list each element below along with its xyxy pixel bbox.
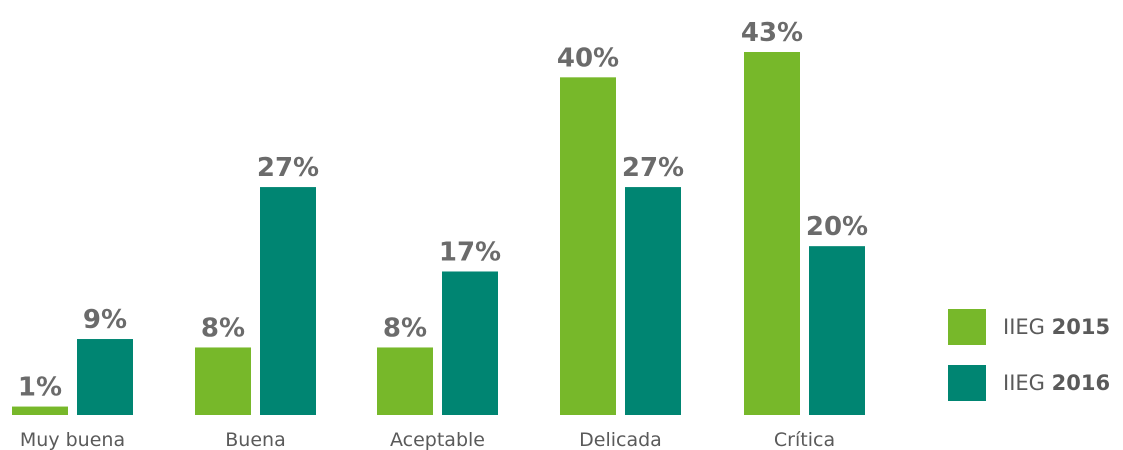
legend-label-2016: IIEG 2016 <box>1003 371 1110 395</box>
bar-2015-4 <box>744 52 800 415</box>
bar-2016-1 <box>260 187 316 415</box>
bar-2016-3 <box>625 187 681 415</box>
bar-2015-0 <box>12 406 68 415</box>
category-label-3: Delicada <box>579 429 662 450</box>
bar-2016-0 <box>77 339 133 415</box>
legend-label-2015: IIEG 2015 <box>1003 315 1110 339</box>
legend-item-2016: IIEG 2016 <box>948 365 1118 401</box>
bar-2015-2 <box>377 347 433 415</box>
bar-2015-3 <box>560 77 616 415</box>
value-label-2016-4: 20% <box>806 212 868 242</box>
category-label-4: Crítica <box>774 429 835 450</box>
value-label-2015-4: 43% <box>741 18 803 48</box>
category-labels-layer: Muy buena Buena Aceptable Delicada Crítica <box>20 429 835 450</box>
legend-swatch-2016 <box>948 365 986 401</box>
bars-layer <box>12 52 865 415</box>
value-label-2015-0: 1% <box>18 373 62 403</box>
category-label-1: Buena <box>225 429 285 450</box>
legend-prefix-2016: IIEG <box>1003 371 1045 395</box>
legend-item-2015: IIEG 2015 <box>948 309 1118 345</box>
value-label-2015-2: 8% <box>383 313 427 343</box>
value-label-2016-1: 27% <box>257 153 319 183</box>
legend: IIEG 2015 IIEG 2016 <box>948 309 1118 421</box>
category-label-2: Aceptable <box>390 429 485 450</box>
legend-year-2015: 2015 <box>1051 315 1111 339</box>
bar-2016-4 <box>809 246 865 415</box>
legend-prefix-2015: IIEG <box>1003 315 1045 339</box>
bar-2015-1 <box>195 347 251 415</box>
value-labels-layer: 1% 9% 8% 27% 8% 17% 40% 27% 43% 20% <box>18 18 868 403</box>
value-label-2016-3: 27% <box>622 153 684 183</box>
legend-year-2016: 2016 <box>1051 371 1111 395</box>
value-label-2016-0: 9% <box>83 305 127 335</box>
bar-2016-2 <box>442 271 498 415</box>
value-label-2015-1: 8% <box>201 313 245 343</box>
legend-swatch-2015 <box>948 309 986 345</box>
category-label-0: Muy buena <box>20 429 125 450</box>
value-label-2015-3: 40% <box>557 43 619 73</box>
value-label-2016-2: 17% <box>439 237 501 267</box>
